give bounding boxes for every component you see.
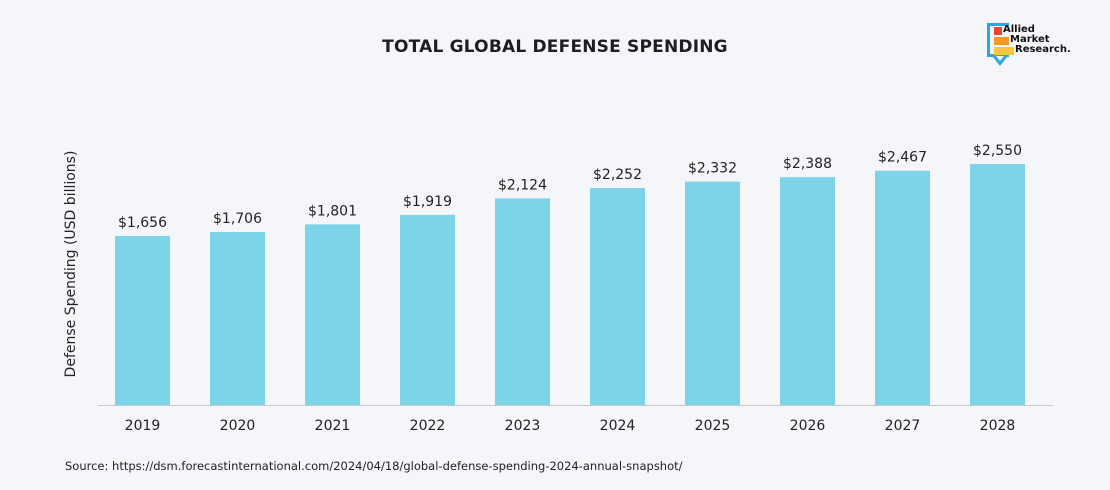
bar-2028 (970, 164, 1025, 405)
value-label-2020: $1,706 (213, 211, 262, 227)
logo-yellow-block (994, 47, 1014, 55)
allied-market-research-logo: Allied Market Research. (987, 20, 1077, 72)
logo-text-line: Research. (1015, 44, 1071, 55)
value-label-2023: $2,124 (498, 177, 547, 193)
x-tick-label-2026: 2026 (790, 418, 826, 434)
logo-text-line: Market (1010, 34, 1050, 45)
bar-2024 (590, 188, 645, 405)
x-tick-label-2028: 2028 (980, 418, 1016, 434)
value-label-2028: $2,550 (973, 143, 1022, 159)
bar-2022 (400, 214, 455, 405)
bars-group (115, 164, 1025, 405)
logo-orange-block (994, 37, 1009, 45)
value-label-2019: $1,656 (118, 215, 167, 231)
x-tick-labels-group: 2019 2020 2021 2022 2023 2024 2025 2026 2027 2028 (125, 418, 1016, 434)
bar-2026 (780, 177, 835, 405)
logo-text-line: Allied (1003, 24, 1035, 35)
x-tick-label-2023: 2023 (505, 418, 541, 434)
value-label-2026: $2,388 (783, 156, 832, 172)
value-label-2025: $2,332 (688, 161, 737, 177)
value-label-2021: $1,801 (308, 203, 357, 219)
x-tick-label-2025: 2025 (695, 418, 731, 434)
bar-2023 (495, 198, 550, 405)
value-label-2024: $2,252 (593, 167, 642, 183)
bar-2025 (685, 181, 740, 405)
bar-2027 (875, 170, 930, 405)
x-tick-label-2024: 2024 (600, 418, 636, 434)
x-tick-label-2020: 2020 (220, 418, 256, 434)
logo-speech-tail-icon (993, 57, 1007, 66)
value-labels-group: $1,656 $1,706 $1,801 $1,919 $2,124 $2,252 $2,3… (118, 143, 1022, 231)
logo-frame-icon (987, 23, 1009, 57)
source-citation: Source: https://dsm.forecastinternationa… (65, 459, 683, 473)
x-tick-label-2027: 2027 (885, 418, 921, 434)
logo-red-block (994, 27, 1002, 35)
x-tick-label-2022: 2022 (410, 418, 446, 434)
value-label-2027: $2,467 (878, 150, 927, 166)
chart-title: TOTAL GLOBAL DEFENSE SPENDING (382, 37, 728, 57)
bar-2021 (305, 224, 360, 405)
value-label-2022: $1,919 (403, 194, 452, 210)
x-tick-label-2021: 2021 (315, 418, 351, 434)
x-tick-label-2019: 2019 (125, 418, 161, 434)
bar-2019 (115, 236, 170, 405)
bar-2020 (210, 232, 265, 405)
